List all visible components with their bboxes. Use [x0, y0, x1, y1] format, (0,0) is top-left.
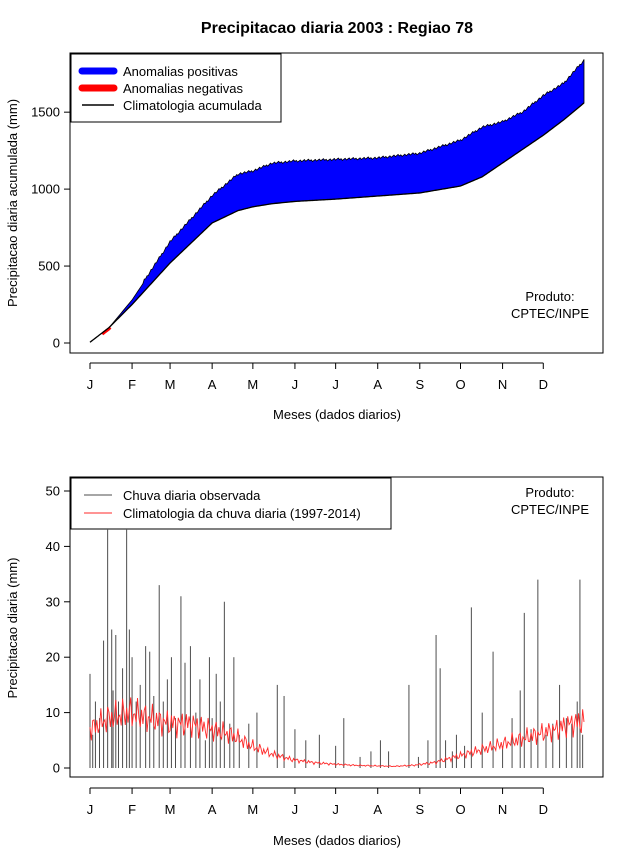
x-tick-label: N [498, 377, 507, 392]
x-tick-label: M [247, 377, 258, 392]
x-tick-label: J [292, 802, 299, 817]
daily-bars-layer [89, 529, 584, 768]
legend-label-observed: Chuva diaria observada [123, 488, 261, 503]
x-tick-label: D [539, 377, 548, 392]
y-axis: 0 500 1000 1500 [31, 105, 71, 351]
legend-label-climatology: Climatologia da chuva diaria (1997-2014) [123, 506, 361, 521]
y-tick-label: 50 [46, 484, 60, 499]
x-tick-label: O [455, 802, 465, 817]
y-tick-label: 0 [53, 336, 60, 351]
product-label: Produto: [525, 289, 574, 304]
x-tick-label: S [415, 377, 424, 392]
y-tick-label: 20 [46, 650, 60, 665]
climatology-line [89, 102, 585, 343]
x-axis-label: Meses (dados diarios) [273, 407, 401, 422]
figure-title: Precipitacao diaria 2003 : Regiao 78 [201, 20, 473, 37]
y-axis-label: Precipitacao diaria (mm) [5, 558, 20, 699]
negative-anomaly-area [101, 326, 112, 336]
y-axis-label: Precipitacao diaria acumulada (mm) [5, 99, 20, 307]
daily-panel: 0 10 20 30 40 50 J F M A M J J A S O N D Precipitacao di… [5, 476, 604, 848]
x-axis-label: Meses (dados diarios) [273, 833, 401, 848]
x-tick-label: S [415, 802, 424, 817]
legend-label-negative: Anomalias negativas [123, 81, 243, 96]
product-source: CPTEC/INPE [511, 502, 589, 517]
y-tick-label: 1000 [31, 182, 60, 197]
climatology-daily-line [89, 697, 585, 768]
legend-label-positive: Anomalias positivas [123, 64, 238, 79]
x-tick-label: A [373, 377, 382, 392]
x-tick-label: N [498, 802, 507, 817]
y-tick-label: 40 [46, 539, 60, 554]
product-label: Produto: [525, 485, 574, 500]
x-tick-label: A [208, 802, 217, 817]
x-tick-label: F [128, 377, 136, 392]
cumulative-panel: 0 500 1000 1500 J F M A M J J A S O N D Precipitacao d… [5, 52, 604, 422]
product-source: CPTEC/INPE [511, 306, 589, 321]
x-tick-label: D [539, 802, 548, 817]
y-tick-label: 500 [38, 259, 60, 274]
anomaly-area-layer [89, 59, 585, 343]
legend-box [70, 477, 392, 530]
x-tick-label: A [208, 377, 217, 392]
y-tick-label: 30 [46, 594, 60, 609]
y-tick-label: 1500 [31, 105, 60, 120]
legend-label-climatology: Climatologia acumulada [123, 98, 263, 113]
y-tick-label: 10 [46, 705, 60, 720]
x-tick-label: J [87, 802, 94, 817]
x-tick-label: O [455, 377, 465, 392]
x-tick-label: J [332, 802, 339, 817]
y-tick-label: 0 [53, 761, 60, 776]
x-tick-label: J [87, 377, 94, 392]
x-tick-label: J [332, 377, 339, 392]
x-tick-label: M [165, 377, 176, 392]
y-axis: 0 10 20 30 40 50 [46, 484, 71, 776]
x-tick-label: F [128, 802, 136, 817]
x-tick-label: M [165, 802, 176, 817]
x-tick-label: A [373, 802, 382, 817]
climatology-line-layer [89, 697, 585, 768]
legend: Chuva diaria observada Climatologia da c… [70, 477, 392, 530]
x-tick-label: J [292, 377, 299, 392]
x-tick-label: M [247, 802, 258, 817]
legend: Anomalias positivas Anomalias negativas … [70, 53, 282, 123]
